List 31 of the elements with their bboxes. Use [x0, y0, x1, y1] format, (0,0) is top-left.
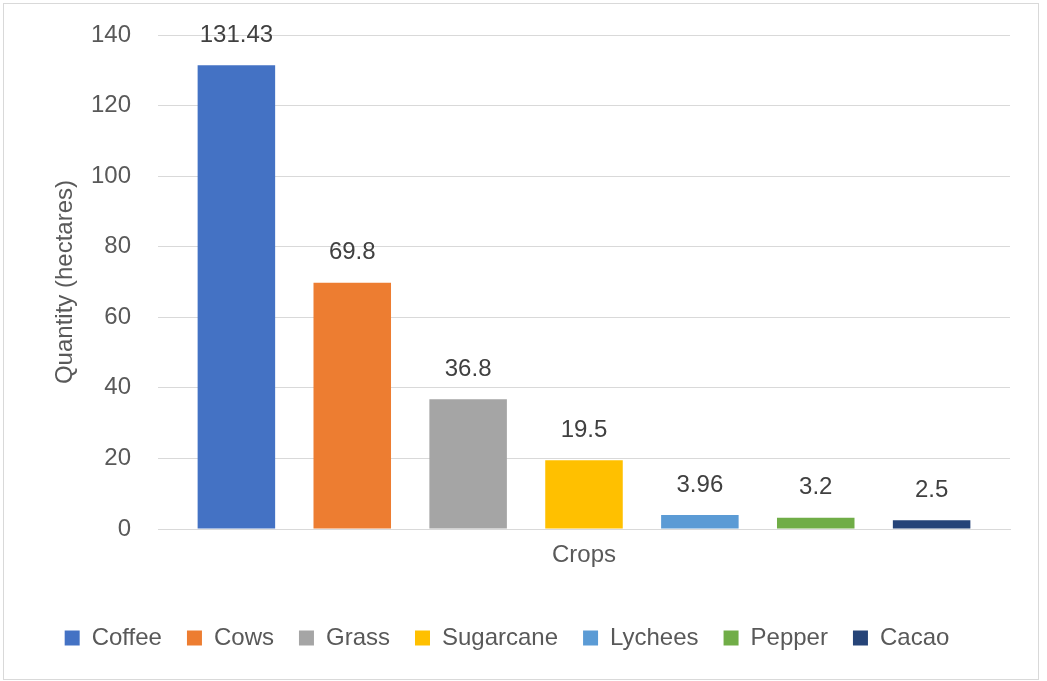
- legend-label: Cacao: [879, 622, 950, 650]
- y-tick-label: 0: [117, 513, 131, 541]
- y-axis-title: Quantity (hectares): [50, 179, 78, 385]
- legend-label: Pepper: [750, 622, 828, 650]
- data-label: 131.43: [199, 19, 274, 47]
- legend-label: Sugarcane: [441, 622, 559, 650]
- data-label: 69.8: [328, 237, 376, 265]
- y-tick-label: 140: [90, 19, 131, 47]
- legend-label: Grass: [325, 622, 390, 650]
- bar: [545, 460, 623, 529]
- bar: [197, 65, 276, 529]
- y-tick-label: 120: [90, 90, 131, 118]
- data-label: 36.8: [444, 353, 492, 381]
- data-label: 3.2: [799, 472, 833, 500]
- bar: [892, 520, 971, 529]
- x-tick-label: Crops: [551, 540, 617, 568]
- y-tick-label: 20: [104, 443, 131, 471]
- data-label: 3.96: [676, 469, 724, 497]
- y-tick-label: 60: [104, 301, 131, 329]
- data-label: 2.5: [914, 474, 949, 502]
- legend-label: Cows: [213, 622, 274, 650]
- y-tick-label: 80: [104, 231, 131, 259]
- bar: [661, 515, 739, 529]
- y-tick-label: 100: [90, 160, 131, 188]
- bar: [776, 517, 855, 529]
- bar: [313, 282, 392, 529]
- y-tick-label: 40: [104, 372, 131, 400]
- data-label: 19.5: [560, 414, 608, 442]
- bar: [429, 399, 507, 529]
- legend-label: Lychees: [610, 622, 699, 650]
- legend-label: Coffee: [91, 622, 162, 650]
